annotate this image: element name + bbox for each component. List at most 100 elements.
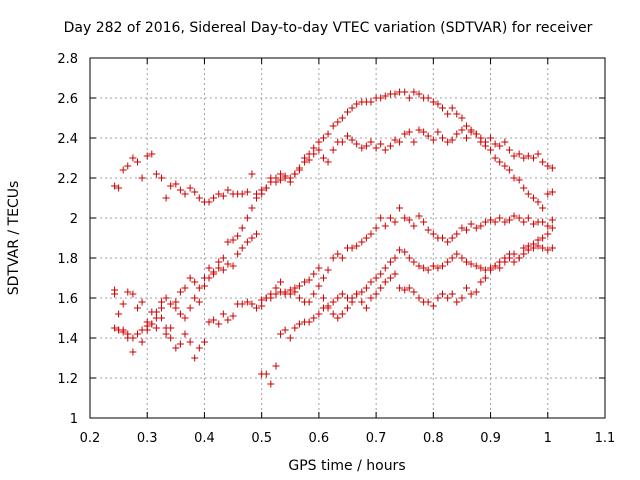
data-point <box>444 238 452 246</box>
data-point <box>544 230 552 238</box>
data-point <box>224 260 232 268</box>
data-point <box>329 310 337 318</box>
data-point <box>505 250 513 258</box>
data-point <box>415 294 423 302</box>
data-point <box>515 214 523 222</box>
data-point <box>162 194 170 202</box>
data-point <box>501 138 509 146</box>
data-point <box>520 184 528 192</box>
data-point <box>510 258 518 266</box>
data-point <box>520 244 528 252</box>
data-point <box>248 300 256 308</box>
data-point <box>291 284 299 292</box>
data-point <box>510 212 518 220</box>
data-point <box>338 114 346 122</box>
data-point <box>463 122 471 130</box>
data-point <box>191 278 199 286</box>
data-point <box>487 266 495 274</box>
data-point <box>277 170 285 178</box>
data-point <box>434 128 442 136</box>
data-point <box>200 338 208 346</box>
data-point <box>481 218 489 226</box>
data-point <box>362 304 370 312</box>
data-point <box>176 288 184 296</box>
data-point <box>548 164 556 172</box>
data-point <box>391 254 399 262</box>
data-point <box>267 380 275 388</box>
data-point <box>472 288 480 296</box>
data-point <box>429 98 437 106</box>
data-point <box>301 154 309 162</box>
data-point <box>119 328 127 336</box>
data-point <box>539 234 547 242</box>
data-point <box>172 304 180 312</box>
data-point <box>472 224 480 232</box>
x-tick-label: 1.1 <box>595 431 616 446</box>
axis-ticks <box>89 57 606 419</box>
y-tick-labels: 1 1.2 1.4 1.6 1.8 2 2.2 2.4 2.6 2.8 <box>57 52 78 427</box>
data-point <box>281 288 289 296</box>
data-point <box>210 194 218 202</box>
data-point <box>367 294 375 302</box>
data-point <box>438 134 446 142</box>
data-point <box>458 254 466 262</box>
data-point <box>477 278 485 286</box>
data-point <box>176 310 184 318</box>
data-point <box>377 94 385 102</box>
series-track-d <box>111 230 556 388</box>
data-point <box>496 142 504 150</box>
data-point <box>524 152 532 160</box>
data-point <box>534 198 542 206</box>
data-point <box>386 214 394 222</box>
data-point <box>424 132 432 140</box>
data-point <box>224 238 232 246</box>
data-point <box>477 138 485 146</box>
data-point <box>377 284 385 292</box>
data-point <box>305 156 313 164</box>
data-point <box>405 94 413 102</box>
data-point <box>444 110 452 118</box>
data-point <box>186 338 194 346</box>
y-tick-label: 2 <box>70 212 78 227</box>
data-point <box>195 298 203 306</box>
data-point <box>138 338 146 346</box>
data-point <box>295 164 303 172</box>
data-point <box>310 144 318 152</box>
data-point <box>277 278 285 286</box>
data-point <box>291 324 299 332</box>
data-point <box>315 146 323 154</box>
data-point <box>253 194 261 202</box>
data-point <box>515 254 523 262</box>
data-point <box>415 212 423 220</box>
data-point <box>415 262 423 270</box>
data-point <box>410 222 418 230</box>
data-point <box>324 130 332 138</box>
data-point <box>467 290 475 298</box>
data-point <box>448 234 456 242</box>
data-point <box>200 282 208 290</box>
data-point <box>444 258 452 266</box>
data-point <box>438 104 446 112</box>
data-point <box>453 298 461 306</box>
data-point <box>453 110 461 118</box>
data-point <box>448 136 456 144</box>
data-point <box>191 188 199 196</box>
data-point <box>181 284 189 292</box>
data-point <box>405 216 413 224</box>
data-point <box>381 92 389 100</box>
data-point <box>386 258 394 266</box>
data-point <box>176 186 184 194</box>
data-point <box>353 290 361 298</box>
data-point <box>491 154 499 162</box>
data-point <box>396 138 404 146</box>
data-point <box>229 262 237 270</box>
data-point <box>424 94 432 102</box>
data-point <box>219 192 227 200</box>
data-point <box>544 222 552 230</box>
data-point <box>205 318 213 326</box>
data-point <box>420 264 428 272</box>
data-point <box>358 288 366 296</box>
data-point <box>401 248 409 256</box>
data-point <box>186 184 194 192</box>
data-point <box>539 218 547 226</box>
